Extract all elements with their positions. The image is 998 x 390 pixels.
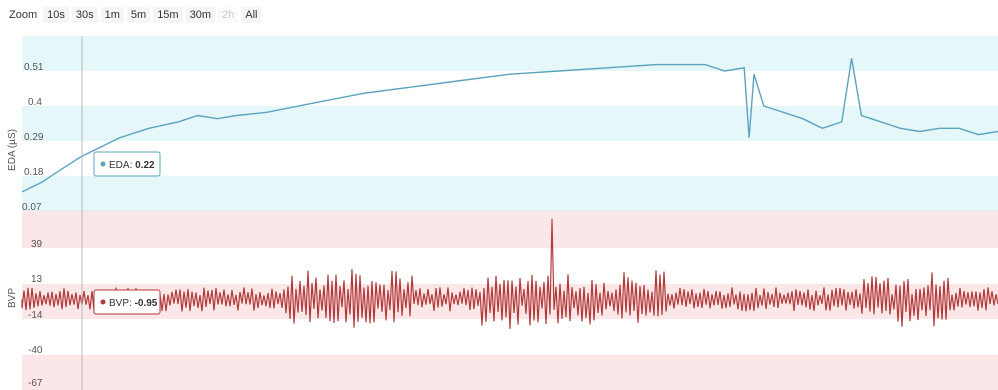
eda-tick-label: 0.4 xyxy=(28,97,42,108)
bvp-band xyxy=(22,284,998,319)
bvp-series-line xyxy=(21,218,998,329)
zoom-10s-button[interactable]: 10s xyxy=(43,7,69,23)
bvp-tooltip-text: BVP: -0.95 xyxy=(109,298,158,309)
bvp-tooltip-value: -0.95 xyxy=(135,298,158,309)
bvp-tick-label: 13 xyxy=(31,274,43,285)
zoom-label: Zoom xyxy=(9,9,38,21)
zoom-bar: Zoom 10s 30s 1m 5m 15m 30m 2h All xyxy=(9,7,264,23)
zoom-30m-button[interactable]: 30m xyxy=(185,7,215,23)
eda-tick-label: 0.07 xyxy=(22,202,42,213)
bvp-tooltip-label: BVP xyxy=(109,298,129,309)
zoom-2h-button: 2h xyxy=(218,7,239,23)
bvp-tick-label: -67 xyxy=(28,378,43,389)
zoom-5m-button[interactable]: 5m xyxy=(126,7,151,23)
bvp-tooltip-marker xyxy=(100,299,106,305)
eda-band xyxy=(22,176,998,211)
zoom-1m-button[interactable]: 1m xyxy=(100,7,124,23)
eda-tooltip: EDA: 0.22 xyxy=(93,151,161,177)
eda-band xyxy=(22,36,998,71)
zoom-all-button[interactable]: All xyxy=(241,7,262,23)
eda-tick-label: 0.29 xyxy=(24,132,44,143)
eda-tooltip-value: 0.22 xyxy=(135,160,155,171)
eda-tooltip-box xyxy=(93,151,161,177)
bvp-tooltip: BVP: -0.95 xyxy=(93,289,161,315)
eda-tooltip-label: EDA xyxy=(109,160,130,171)
bvp-tick-label: 39 xyxy=(31,239,43,250)
bvp-tick-label: -40 xyxy=(28,345,43,356)
bvp-tick-label: -14 xyxy=(28,310,43,321)
zoom-15m-button[interactable]: 15m xyxy=(153,7,183,23)
bvp-band xyxy=(22,211,998,248)
bvp-tooltip-box xyxy=(93,289,161,315)
bvp-axis-title: BVP xyxy=(7,288,18,308)
eda-tick-label: 0.18 xyxy=(24,167,44,178)
eda-tooltip-text: EDA: 0.22 xyxy=(109,160,155,171)
eda-tick-label: 0.51 xyxy=(24,62,44,73)
eda-series-line xyxy=(21,58,998,193)
zoom-30s-button[interactable]: 30s xyxy=(71,7,98,23)
eda-axis-title: EDA (µS) xyxy=(7,129,18,171)
eda-tooltip-marker xyxy=(100,161,106,167)
bvp-band xyxy=(22,355,998,390)
